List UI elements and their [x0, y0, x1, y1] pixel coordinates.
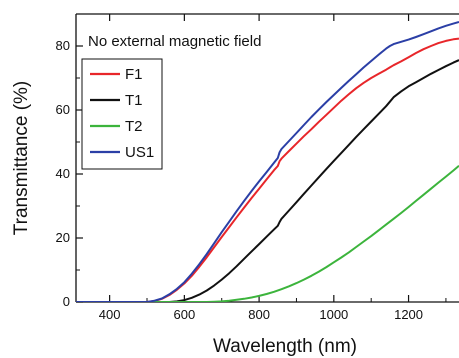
- series-line-f1: [76, 37, 459, 302]
- y-tick-label: 0: [63, 294, 70, 309]
- legend-box: [81, 58, 163, 170]
- y-tick-label: 40: [56, 166, 70, 181]
- series-lines: [76, 21, 459, 302]
- x-tick-label: 800: [248, 307, 270, 322]
- legend-label-us1: US1: [125, 144, 154, 161]
- legend-label-t2: T2: [125, 118, 143, 135]
- chart-annotation: No external magnetic field: [88, 33, 261, 50]
- x-tick-label: 1200: [394, 307, 423, 322]
- series-line-us1: [76, 21, 459, 302]
- legend-label-t1: T1: [125, 92, 143, 109]
- x-tick-label: 1000: [319, 307, 348, 322]
- y-tick-label: 20: [56, 230, 70, 245]
- ticks: 400 600 800 1000 1200 0 20 40 60 80: [56, 14, 447, 322]
- y-tick-label: 60: [56, 102, 70, 117]
- series-line-t1: [76, 59, 459, 302]
- x-axis-title: Wavelength (nm): [213, 336, 357, 357]
- y-tick-label: 80: [56, 38, 70, 53]
- y-axis-title: Transmittance (%): [11, 81, 32, 236]
- x-tick-label: 600: [174, 307, 196, 322]
- legend: F1 T1 T2 US1: [81, 58, 163, 170]
- legend-label-f1: F1: [125, 66, 143, 83]
- series-line-t2: [76, 164, 459, 302]
- x-tick-label: 400: [99, 307, 121, 322]
